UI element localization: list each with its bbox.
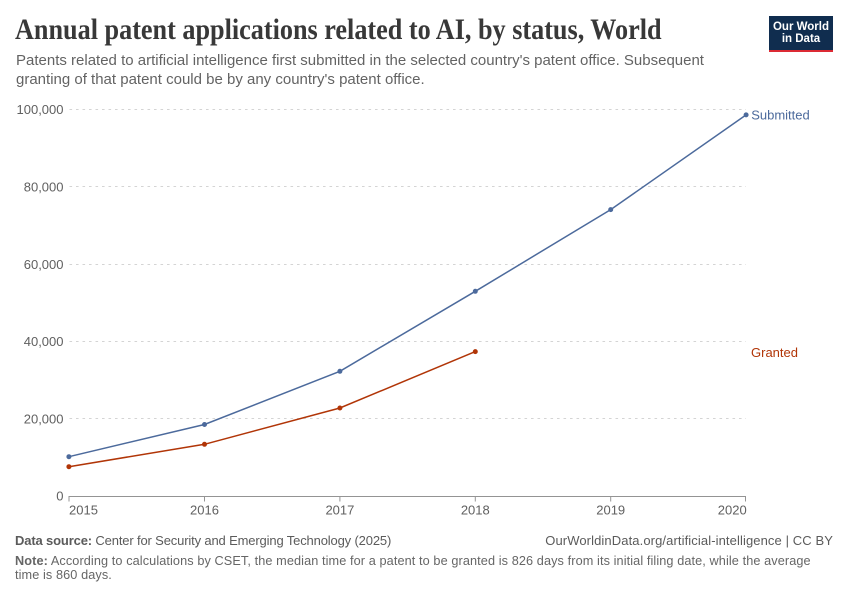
svg-text:2019: 2019 bbox=[596, 502, 625, 517]
svg-text:60,000: 60,000 bbox=[24, 257, 64, 272]
svg-text:100,000: 100,000 bbox=[17, 102, 64, 117]
svg-text:0: 0 bbox=[56, 489, 63, 504]
svg-text:Submitted: Submitted bbox=[751, 108, 810, 123]
svg-text:2016: 2016 bbox=[190, 502, 219, 517]
svg-text:20,000: 20,000 bbox=[24, 411, 64, 426]
svg-text:2018: 2018 bbox=[461, 502, 490, 517]
svg-text:80,000: 80,000 bbox=[24, 180, 64, 195]
svg-text:2020: 2020 bbox=[718, 502, 747, 517]
svg-text:Granted: Granted bbox=[751, 345, 798, 360]
svg-text:2015: 2015 bbox=[69, 502, 98, 517]
svg-text:2017: 2017 bbox=[325, 502, 354, 517]
svg-text:40,000: 40,000 bbox=[24, 334, 64, 349]
